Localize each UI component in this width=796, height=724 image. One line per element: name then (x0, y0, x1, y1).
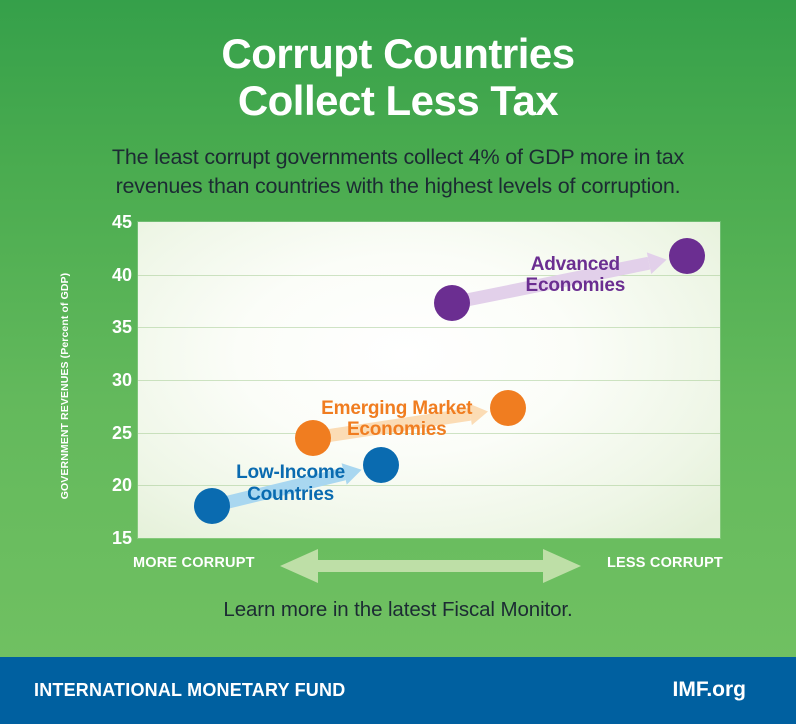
learn-more-text: Learn more in the latest Fiscal Monitor. (223, 598, 573, 621)
y-axis-tick-30: 30 (111, 370, 132, 390)
page-title: Corrupt Countries Collect Less Tax (0, 30, 796, 124)
gridline (138, 327, 720, 329)
title-line-2: Collect Less Tax (237, 77, 559, 125)
arrow-head (647, 248, 670, 275)
y-axis-tick-25: 25 (111, 422, 132, 443)
series-label-line-2: Economies (346, 418, 447, 440)
x-axis-label-less-corrupt: LESS CORRUPT (607, 555, 723, 571)
y-axis-tick-15: 15 (111, 528, 132, 548)
corruption-axis: MORE CORRUPT LESS CORRUPT (0, 545, 796, 587)
x-axis-label-more-corrupt: MORE CORRUPT (133, 555, 255, 571)
gridline (138, 274, 720, 276)
data-point-1-0[interactable] (295, 419, 332, 456)
y-axis-tick-20: 20 (111, 475, 132, 496)
subtitle-line-1: The least corrupt governments collect 4%… (111, 145, 685, 169)
series-label-line-1: Low-Income (236, 462, 345, 484)
data-point-1-1[interactable] (490, 390, 527, 427)
series-label-1: Emerging Market Economies (321, 398, 472, 441)
series-label-0: Low-Income Countries (236, 462, 345, 505)
series-label-2: Advanced Economies (526, 254, 626, 297)
footer-bar: INTERNATIONAL MONETARY FUND IMF.org (0, 657, 796, 724)
bidirectional-arrow-icon (278, 545, 583, 587)
gridline (138, 485, 720, 487)
data-point-0-0[interactable] (193, 488, 230, 525)
y-axis-title: GOVERNMENT REVENUES (Percent of GDP) (59, 272, 71, 500)
y-axis-tick-40: 40 (111, 264, 132, 285)
data-point-0-1[interactable] (363, 447, 400, 484)
data-point-2-1[interactable] (668, 237, 705, 274)
footer-organization: INTERNATIONAL MONETARY FUND (34, 680, 346, 700)
chart-plot-area: Low-Income Countries Emerging Market Econom… (138, 222, 720, 538)
scatter-chart: GOVERNMENT REVENUES (Percent of GDP) Low… (0, 205, 796, 550)
footer-website-link[interactable]: IMF.org (672, 678, 747, 701)
gridline (138, 380, 720, 381)
y-axis-tick-45: 45 (111, 212, 132, 232)
series-label-line-2: Countries (247, 483, 334, 505)
data-point-2-0[interactable] (434, 285, 471, 322)
subtitle-line-2: revenues than countries with the highest… (115, 173, 681, 198)
series-label-line-1: Emerging Market (321, 397, 473, 419)
series-label-line-2: Economies (525, 275, 626, 297)
y-axis-tick-35: 35 (111, 317, 132, 338)
series-label-line-1: Advanced (530, 253, 620, 275)
arrow-head (341, 459, 365, 485)
title-line-1: Corrupt Countries (221, 30, 575, 77)
page-subtitle: The least corrupt governments collect 4%… (55, 143, 741, 201)
